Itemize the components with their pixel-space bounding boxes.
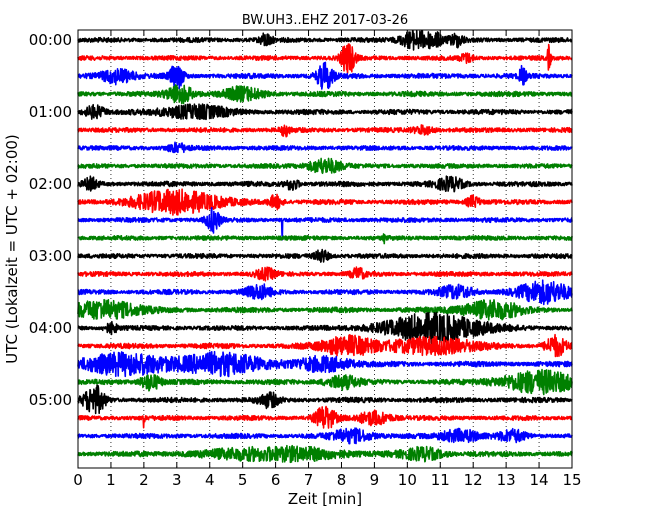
y-tick-labels: 00:00 01:00 02:00 03:00 04:00 05:00 [29,31,72,409]
trace-05:15 [77,405,573,429]
trace-01:45 [77,157,573,175]
trace-03:45 [77,298,573,321]
trace-00:00 [77,29,573,51]
trace-02:30 [77,206,573,241]
x-tick-label: 9 [370,471,380,489]
trace-00:45 [77,84,573,105]
x-tick-label: 5 [238,471,248,489]
y-tick-label: 03:00 [29,247,72,265]
trace-02:00 [77,175,573,193]
x-tick-label: 10 [398,471,417,489]
trace-00:15 [77,43,573,74]
x-tick-label: 6 [271,471,281,489]
trace-04:15 [77,333,573,358]
y-tick-label: 01:00 [29,103,72,121]
x-tick-label: 0 [73,471,83,489]
trace-01:30 [77,141,573,154]
trace-03:00 [77,248,573,263]
seismogram-traces [77,29,573,464]
y-axis-label: UTC (Lokalzeit = UTC + 02:00) [3,134,21,364]
trace-03:30 [77,279,573,306]
x-tick-label: 15 [562,471,581,489]
chart-title: BW.UH3..EHZ 2017-03-26 [242,13,408,28]
x-tick-label: 8 [337,471,347,489]
x-tick-label: 14 [530,471,549,489]
trace-02:45 [77,233,573,245]
trace-01:00 [77,103,573,121]
x-axis-label: Zeit [min] [288,490,362,508]
x-tick-label: 13 [497,471,516,489]
trace-01:15 [77,124,573,138]
y-tick-label: 04:00 [29,319,72,337]
trace-03:15 [77,266,573,282]
trace-02:15 [77,188,573,216]
plot-frame [77,29,573,469]
x-tick-label: 11 [431,471,450,489]
y-tick-label: 00:00 [29,31,72,49]
trace-04:30 [77,350,573,378]
x-tick-label: 4 [205,471,215,489]
x-tick-labels: 0 1 2 3 4 5 6 7 8 9 10 11 12 13 14 15 [73,471,581,489]
trace-05:00 [77,384,573,415]
trace-04:45 [77,368,573,396]
trace-04:00 [77,311,573,345]
x-tick-label: 3 [172,471,182,489]
x-tick-label: 1 [106,471,116,489]
trace-05:45 [77,444,573,464]
y-tick-label: 02:00 [29,175,72,193]
y-tick-label: 05:00 [29,391,72,409]
x-tick-label: 2 [139,471,149,489]
trace-05:30 [77,427,573,445]
trace-00:30 [77,61,573,90]
x-tick-label: 7 [304,471,314,489]
axis-ticks [77,30,573,468]
x-tick-label: 12 [464,471,483,489]
